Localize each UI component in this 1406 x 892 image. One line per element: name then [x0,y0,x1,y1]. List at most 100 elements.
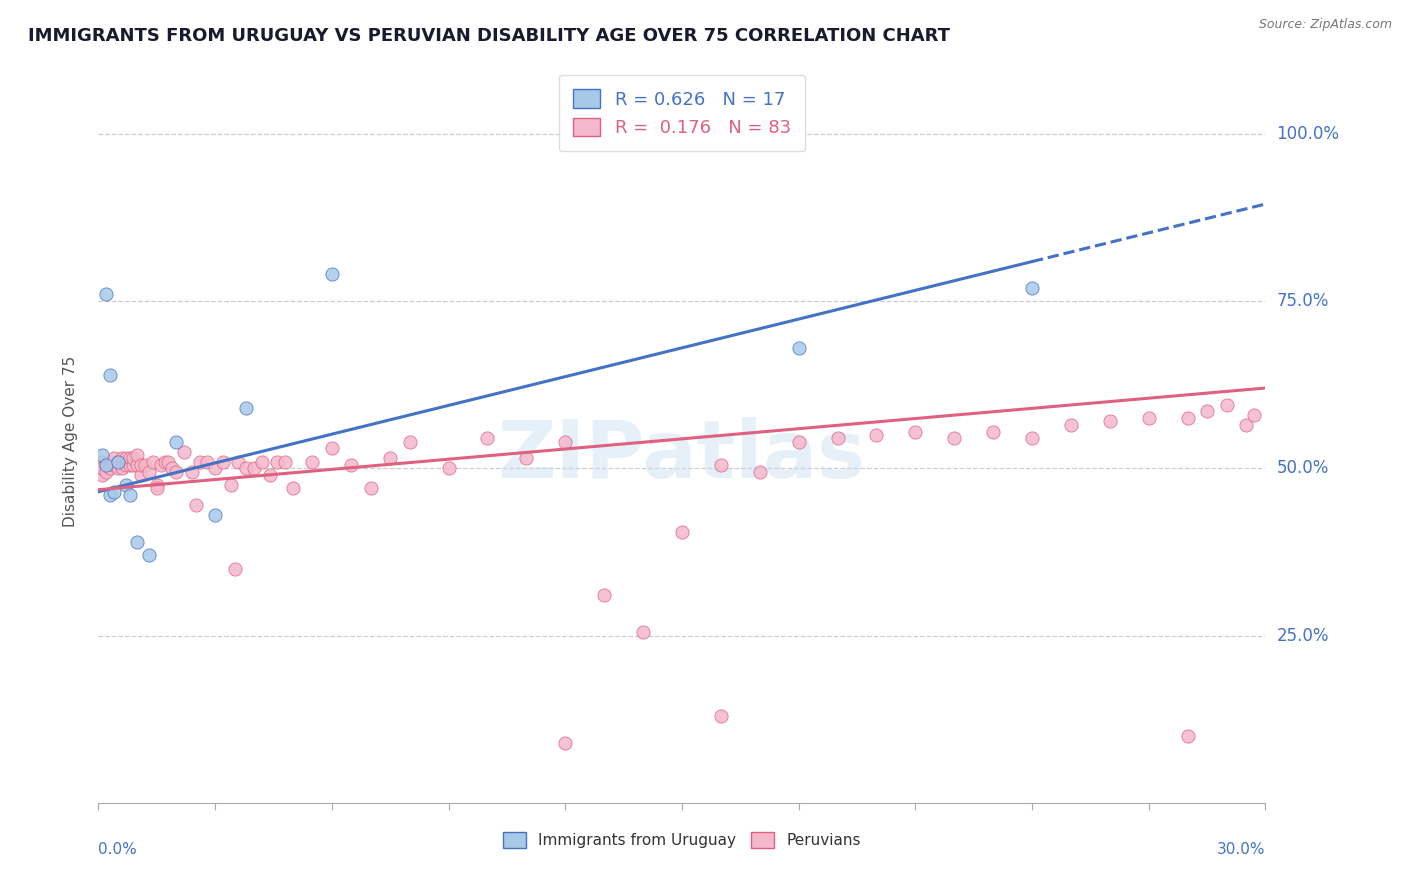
Text: 0.0%: 0.0% [98,842,138,856]
Point [96,287,118,301]
Point [127,534,149,549]
Point [107,455,129,469]
Point [122,458,145,472]
Point [554,735,576,749]
Point [142,455,165,469]
Point [107,455,129,469]
Point [250,455,273,469]
Text: Source: ZipAtlas.com: Source: ZipAtlas.com [1258,18,1392,31]
Point [103,458,125,472]
Point [129,458,152,472]
Point [96,458,118,472]
Point [398,434,420,449]
Point [1234,417,1257,432]
Point [593,589,616,603]
Point [146,478,169,492]
Point [340,458,363,472]
Point [1060,417,1083,432]
Point [865,427,887,442]
Point [904,425,927,439]
Legend: Immigrants from Uruguay, Peruvians: Immigrants from Uruguay, Peruvians [491,820,873,860]
Point [321,442,343,455]
Point [180,465,202,479]
Y-axis label: Disability Age Over 75: Disability Age Over 75 [63,356,77,527]
Point [827,431,849,445]
Text: ZIPatlas: ZIPatlas [498,417,866,495]
Point [360,482,382,496]
Point [127,448,149,462]
Point [274,455,297,469]
Point [204,508,226,523]
Point [1215,398,1237,412]
Point [554,434,576,449]
Point [134,458,156,472]
Point [138,548,160,563]
Point [146,482,169,496]
Point [98,455,121,469]
Point [114,458,136,472]
Point [162,461,184,475]
Point [943,431,966,445]
Point [787,341,810,355]
Point [515,451,537,466]
Point [787,434,810,449]
Point [118,488,141,502]
Point [91,448,114,462]
Point [98,488,121,502]
Point [111,461,134,475]
Point [710,458,733,472]
Point [149,458,172,472]
Point [235,461,257,475]
Point [98,368,121,382]
Point [1098,414,1121,429]
Point [748,465,770,479]
Point [212,455,235,469]
Text: 100.0%: 100.0% [1277,125,1340,143]
Point [1177,729,1199,743]
Point [195,455,218,469]
Point [380,451,402,466]
Point [204,461,226,475]
Point [710,708,733,723]
Point [1021,431,1043,445]
Point [631,625,654,640]
Point [157,455,180,469]
Point [165,434,187,449]
Point [91,455,114,469]
Point [1243,408,1265,422]
Point [138,465,160,479]
Point [301,455,323,469]
Point [228,455,250,469]
Point [671,524,693,539]
Text: 25.0%: 25.0% [1277,626,1329,645]
Text: 75.0%: 75.0% [1277,292,1329,310]
Point [188,455,211,469]
Point [107,461,129,475]
Point [165,465,187,479]
Point [127,458,149,472]
Text: IMMIGRANTS FROM URUGUAY VS PERUVIAN DISABILITY AGE OVER 75 CORRELATION CHART: IMMIGRANTS FROM URUGUAY VS PERUVIAN DISA… [28,27,950,45]
Point [259,467,281,482]
Point [219,478,242,492]
Point [111,451,134,466]
Point [153,455,176,469]
Point [437,461,460,475]
Point [103,484,125,499]
Point [96,465,118,479]
Point [129,467,152,482]
Point [1137,411,1160,425]
Point [114,451,136,466]
Point [103,451,125,466]
Point [184,498,207,512]
Point [266,455,288,469]
Point [1195,404,1218,418]
Point [118,458,141,472]
Point [96,458,118,472]
Point [243,461,266,475]
Point [281,482,304,496]
Point [114,478,136,492]
Point [91,461,114,475]
Text: 50.0%: 50.0% [1277,459,1329,477]
Point [981,425,1004,439]
Point [98,461,121,475]
